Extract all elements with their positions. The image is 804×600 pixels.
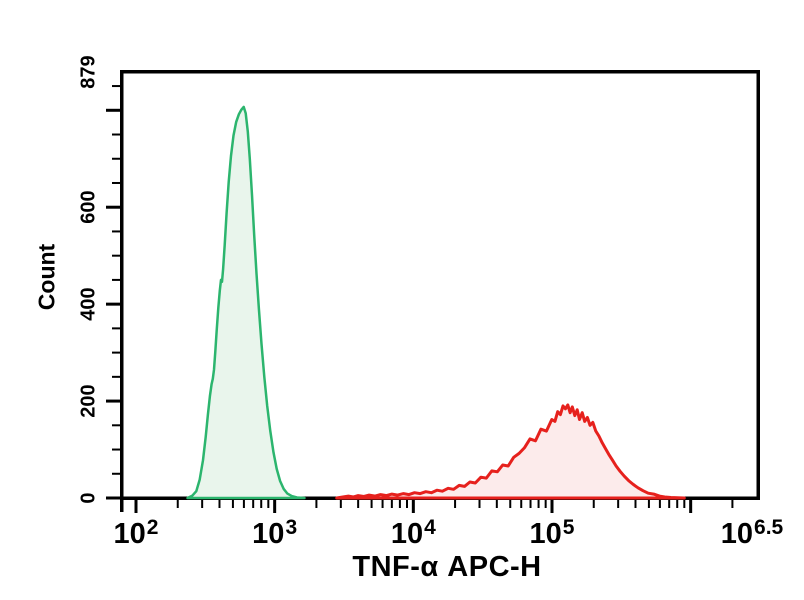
- y-tick-label-200: 200: [77, 384, 100, 418]
- red-histogram-curve: [335, 403, 686, 500]
- x-tick-exponent: 2: [146, 516, 159, 539]
- x-tick-exponent: 4: [424, 516, 436, 539]
- y-tick-label-600: 600: [77, 190, 100, 224]
- x-tick-label-10e3: 103: [252, 516, 298, 551]
- x-axis-title: TNF-α APC-H: [352, 551, 542, 583]
- x-tick-exponent: 5: [562, 516, 575, 539]
- x-tick-mantissa: 10: [252, 518, 285, 550]
- x-tick-label-10e4: 104: [390, 516, 436, 551]
- x-tick-mantissa: 10: [720, 518, 754, 550]
- x-tick-exponent: 6.5: [754, 516, 784, 539]
- y-axis-title: Count: [33, 243, 60, 311]
- x-tick-label-10e6.5: 106.5: [720, 516, 784, 551]
- y-tick-label-0: 0: [77, 492, 100, 504]
- x-tick-mantissa: 10: [529, 518, 562, 550]
- y-tick-label-879: 879: [77, 55, 100, 89]
- x-tick-mantissa: 10: [113, 518, 146, 550]
- green-histogram-curve: [186, 105, 306, 500]
- y-tick-label-400: 400: [77, 287, 100, 321]
- x-tick-mantissa: 10: [390, 518, 424, 550]
- x-tick-label-10e2: 102: [113, 516, 159, 551]
- x-tick-label-10e5: 105: [529, 516, 575, 551]
- x-tick-exponent: 3: [285, 516, 298, 539]
